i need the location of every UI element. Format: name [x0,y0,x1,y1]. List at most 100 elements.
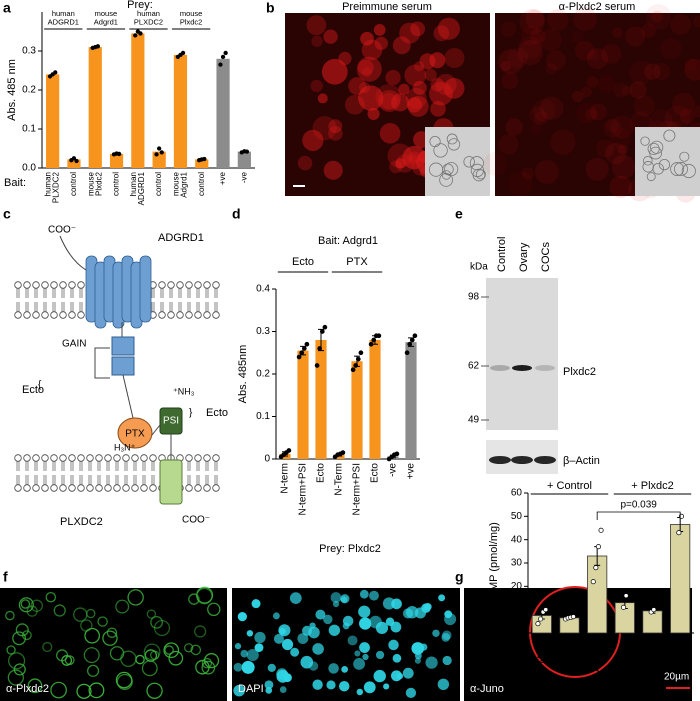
nucleus [273,633,284,644]
lipid-head [14,454,22,462]
x-tick-label: Ecto [370,463,381,483]
data-point [590,579,596,585]
bar [351,361,363,459]
y-tick-label: 0.0 [22,163,36,174]
cell [196,587,213,605]
nucleus [359,617,372,630]
x-tick-label-line: Adgrd1 [180,171,189,197]
y-tick-label: 0.2 [256,369,270,380]
group-label: human PLXDC2 [134,9,163,27]
nucleus [297,633,309,645]
nucleus [356,688,364,696]
cell [573,7,597,31]
cell [664,105,691,131]
group-label-line: mouse [180,9,203,18]
lipid-head [131,454,139,462]
lipid-head [113,454,121,462]
lipid-head [32,454,40,462]
inset-cell [429,135,441,148]
cell [612,27,623,39]
lipid-head [212,484,220,492]
cell [581,86,592,98]
data-point [376,333,382,339]
cell [433,25,450,42]
inset-cell [674,162,689,177]
nucleus [265,687,273,694]
nucleus [396,672,404,680]
band-label: β–Actin [563,455,600,467]
y-tick-label: 0 [516,628,522,639]
cell [429,52,446,69]
cell [625,26,646,47]
lipid-head [23,281,31,289]
cell [430,101,446,117]
x-tick-label: +ve [406,463,417,480]
x-tick-label-line: ADGRD1 [137,171,146,205]
x-axis-label: Bait: [4,177,26,189]
annotation: p=0.039 [620,500,657,511]
nucleus [388,639,399,651]
cell [603,118,623,138]
group-label: mouse Adgrd1 [94,9,118,27]
cell [586,76,599,88]
cell [670,13,692,35]
group-label-line: ADGRD1 [48,17,79,26]
cell [498,49,524,75]
cell [629,60,653,85]
x-tick-label: control [154,172,163,196]
y-tick-label: 0.1 [256,411,270,422]
cell [407,95,429,117]
diagram-label: Ecto [206,407,228,419]
cell [500,60,512,72]
linker [151,424,161,436]
lipid-head [149,454,157,462]
lipid-head [158,281,166,289]
data-point [593,565,599,571]
cell [585,157,609,181]
nucleus [254,631,266,644]
cell [498,134,519,155]
nucleus [237,611,247,622]
cell [684,57,698,71]
lipid-head [194,281,202,289]
data-point [371,337,377,343]
x-tick-label: N-Term [334,463,345,496]
data-point [296,354,302,360]
x-tick-label-line: mouse [172,171,181,196]
data-point [355,356,361,362]
lipid-head [68,484,76,492]
y-tick-label: 60 [511,488,523,499]
cell [150,615,163,629]
y-tick-label: 40 [511,534,523,545]
inset [635,127,700,196]
y-tick-label: 0 [264,454,270,465]
cell [534,159,559,184]
cell [507,47,529,68]
cell [437,17,460,40]
cell [530,28,546,44]
bar [131,33,145,169]
lipid-head [104,484,112,492]
x-tick-label: control [197,172,206,196]
cell [164,645,174,655]
bar [46,74,60,168]
bar [173,54,188,168]
cell [392,36,411,55]
nucleus [289,592,302,605]
lipid-head [122,484,130,492]
cell [302,129,324,152]
nucleus [328,624,341,636]
gain-open [94,347,110,379]
y-tick-label: 10 [511,604,523,615]
data-point [286,448,292,453]
diagram-label: Ecto [22,384,44,396]
lipid-head [59,281,67,289]
x-tick-label-line: mouse [86,171,95,196]
group-label: Ecto [292,256,314,268]
cell [328,119,343,134]
cell [310,79,323,93]
nucleus [340,596,348,603]
inset-cell [679,151,690,162]
data-point [319,329,325,334]
